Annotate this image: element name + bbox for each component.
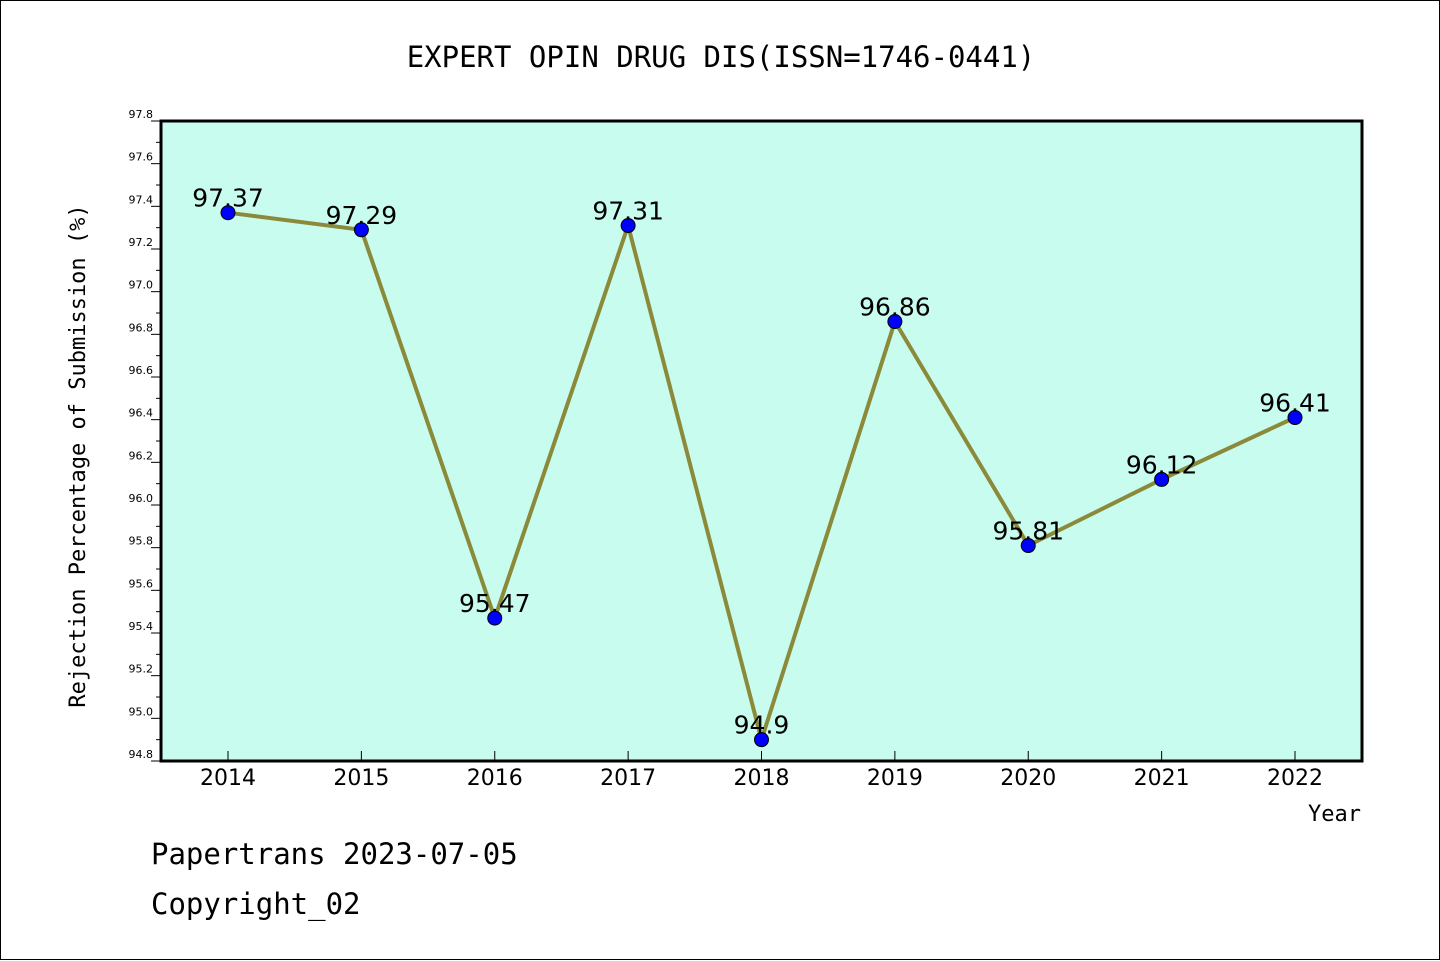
- x-tick-label: 2015: [333, 766, 389, 791]
- x-tick-label: 2021: [1134, 766, 1190, 791]
- footer-copyright: Copyright_02: [151, 887, 361, 922]
- y-tick-label: 97.4: [129, 193, 154, 206]
- data-label: 96.86: [859, 293, 931, 322]
- y-tick-label: 97.2: [129, 236, 154, 249]
- y-tick-label: 96.4: [129, 407, 154, 420]
- data-point: [754, 732, 769, 748]
- data-label: 95.47: [459, 589, 531, 618]
- data-label: 94.9: [734, 711, 790, 740]
- y-axis-label: Rejection Percentage of Submission (%): [66, 204, 91, 707]
- y-tick-label: 97.6: [129, 151, 154, 164]
- x-axis-ticks: 2014 2015 2016 2017 2018 2019 2020 2021 2022: [200, 751, 1323, 791]
- y-tick-label: 97.0: [129, 279, 154, 292]
- x-tick-label: 2018: [734, 766, 790, 791]
- x-tick-label: 2022: [1267, 766, 1323, 791]
- y-tick-label: 95.8: [129, 535, 154, 548]
- data-label: 96.12: [1126, 450, 1198, 479]
- data-label: 96.41: [1259, 389, 1331, 418]
- data-label: 95.81: [992, 517, 1064, 546]
- x-tick-label: 2020: [1000, 766, 1056, 791]
- x-tick-label: 2017: [600, 766, 656, 791]
- y-tick-label: 96.0: [129, 492, 154, 505]
- data-label: 97.37: [192, 184, 264, 213]
- y-axis-ticks: 94.8 95.0 95.2 95.4 95.6 95.8 96.0 96.2 96.4 96.6…: [129, 108, 161, 762]
- data-point: [620, 218, 636, 234]
- data-point: [1020, 538, 1036, 554]
- series-group: [220, 205, 1303, 748]
- y-tick-label: 96.2: [129, 449, 154, 462]
- data-label: 97.31: [592, 197, 664, 226]
- data-point: [1287, 410, 1303, 426]
- x-axis-label: Year: [1308, 802, 1361, 827]
- data-point: [353, 222, 369, 238]
- x-tick-label: 2016: [467, 766, 523, 791]
- data-point: [887, 314, 903, 330]
- x-tick-label: 2019: [867, 766, 923, 791]
- y-tick-label: 96.8: [129, 321, 154, 334]
- y-tick-label: 94.8: [129, 748, 154, 761]
- y-tick-label: 96.6: [129, 364, 154, 377]
- data-point: [220, 205, 236, 221]
- chart-title: EXPERT OPIN DRUG DIS(ISSN=1746-0441): [407, 40, 1036, 74]
- data-labels-group: 97.37 97.29 95.47 97.31 94.9 96.86 95.81 96.12 9…: [192, 184, 1331, 740]
- y-tick-label: 95.2: [129, 663, 154, 676]
- footer-date: Papertrans 2023-07-05: [151, 837, 518, 871]
- data-point: [487, 610, 503, 626]
- x-tick-label: 2014: [200, 766, 256, 791]
- plot-border: [159, 119, 1364, 763]
- data-label: 97.29: [326, 201, 398, 230]
- y-tick-label: 95.0: [129, 705, 154, 718]
- y-tick-label: 95.4: [129, 620, 154, 633]
- y-tick-label: 95.6: [129, 577, 154, 590]
- y-tick-label: 97.8: [129, 108, 154, 121]
- data-point: [1154, 471, 1170, 487]
